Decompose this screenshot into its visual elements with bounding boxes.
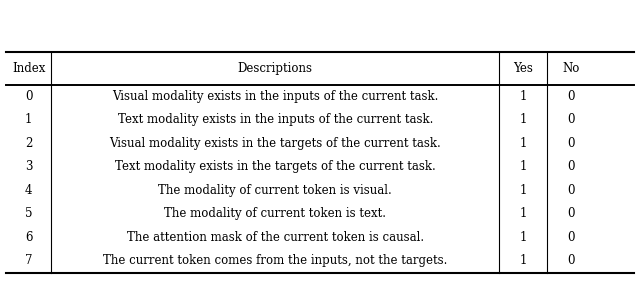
Text: 2: 2 xyxy=(25,137,33,150)
Text: 6: 6 xyxy=(25,231,33,244)
Text: 0: 0 xyxy=(568,184,575,197)
Text: 1: 1 xyxy=(520,90,527,103)
Text: The modality of current token is text.: The modality of current token is text. xyxy=(164,208,386,220)
Text: 7: 7 xyxy=(25,254,33,267)
Text: 1: 1 xyxy=(25,113,33,126)
Text: Index: Index xyxy=(12,62,45,75)
Text: 0: 0 xyxy=(568,254,575,267)
Text: The modality of current token is visual.: The modality of current token is visual. xyxy=(158,184,392,197)
Text: The current token comes from the inputs, not the targets.: The current token comes from the inputs,… xyxy=(103,254,447,267)
Text: 0: 0 xyxy=(568,113,575,126)
Text: Descriptions: Descriptions xyxy=(237,62,313,75)
Text: 1: 1 xyxy=(520,113,527,126)
Text: 0: 0 xyxy=(568,208,575,220)
Text: No: No xyxy=(563,62,580,75)
Text: 0: 0 xyxy=(568,137,575,150)
Text: The attention mask of the current token is causal.: The attention mask of the current token … xyxy=(127,231,424,244)
Text: 1: 1 xyxy=(520,184,527,197)
Text: 1: 1 xyxy=(520,231,527,244)
Text: Text modality exists in the targets of the current task.: Text modality exists in the targets of t… xyxy=(115,160,436,173)
Text: 4: 4 xyxy=(25,184,33,197)
Text: 0: 0 xyxy=(25,90,33,103)
Text: 1: 1 xyxy=(520,254,527,267)
Text: Yes: Yes xyxy=(513,62,533,75)
Text: Visual modality exists in the targets of the current task.: Visual modality exists in the targets of… xyxy=(109,137,441,150)
Text: 0: 0 xyxy=(568,231,575,244)
Text: Visual modality exists in the inputs of the current task.: Visual modality exists in the inputs of … xyxy=(112,90,438,103)
Text: 1: 1 xyxy=(520,160,527,173)
Text: Text modality exists in the inputs of the current task.: Text modality exists in the inputs of th… xyxy=(118,113,433,126)
Text: 1: 1 xyxy=(520,137,527,150)
Text: 0: 0 xyxy=(568,90,575,103)
Text: 3: 3 xyxy=(25,160,33,173)
Text: 1: 1 xyxy=(520,208,527,220)
Text: 0: 0 xyxy=(568,160,575,173)
Text: 5: 5 xyxy=(25,208,33,220)
